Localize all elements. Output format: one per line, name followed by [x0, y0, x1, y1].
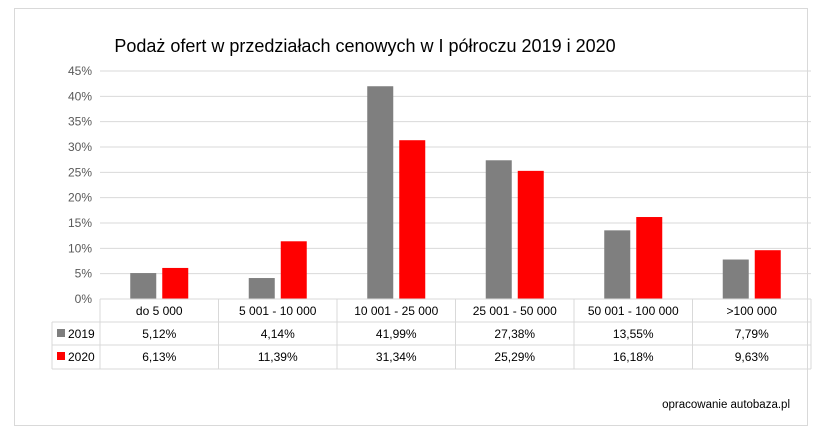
chart-title: Podaż ofert w przedziałach cenowych w I … [114, 36, 615, 56]
bar-2020 [636, 217, 663, 299]
table-cell: 9,63% [735, 350, 769, 364]
table-cell: 41,99% [376, 327, 417, 341]
table-cell: 4,14% [261, 327, 295, 341]
y-tick-label: 20% [68, 191, 92, 205]
legend-key-2019 [57, 329, 65, 337]
y-tick-label: 45% [68, 64, 92, 78]
table-cell: 27,38% [494, 327, 535, 341]
category-label: >100 000 [727, 304, 778, 318]
y-tick-label: 0% [75, 292, 93, 306]
y-tick-label: 15% [68, 216, 92, 230]
legend-label: 2019 [68, 327, 95, 341]
category-label: 5 001 - 10 000 [239, 304, 317, 318]
bar-2019 [722, 259, 749, 299]
y-tick-label: 40% [68, 89, 92, 103]
category-label: 50 001 - 100 000 [588, 304, 679, 318]
table-cell: 16,18% [613, 350, 654, 364]
y-tick-label: 25% [68, 165, 92, 179]
bar-2020 [754, 250, 781, 299]
y-tick-label: 10% [68, 241, 92, 255]
chart-frame [14, 8, 808, 426]
bar-2019 [485, 160, 512, 299]
bar-2019 [604, 230, 631, 299]
y-tick-label: 35% [68, 115, 92, 129]
bar-2020 [280, 241, 307, 299]
y-tick-label: 30% [68, 140, 92, 154]
bar-2019 [367, 86, 394, 299]
legend-label: 2020 [68, 350, 95, 364]
table-cell: 13,55% [613, 327, 654, 341]
table-cell: 25,29% [494, 350, 535, 364]
source-note: opracowanie autobaza.pl [662, 399, 790, 411]
bar-2020 [399, 140, 426, 299]
category-label: do 5 000 [136, 304, 183, 318]
bar-2019 [248, 278, 275, 299]
y-tick-label: 5% [75, 267, 93, 281]
legend-key-2020 [57, 352, 65, 360]
bar-2019 [130, 273, 157, 299]
category-label: 25 001 - 50 000 [473, 304, 557, 318]
table-cell: 7,79% [735, 327, 769, 341]
bar-2020 [517, 170, 544, 299]
table-cell: 11,39% [258, 350, 298, 364]
bar-2020 [162, 267, 189, 299]
table-cell: 5,12% [142, 327, 176, 341]
category-label: 10 001 - 25 000 [354, 304, 438, 318]
table-cell: 31,34% [376, 350, 417, 364]
table-cell: 6,13% [142, 350, 176, 364]
